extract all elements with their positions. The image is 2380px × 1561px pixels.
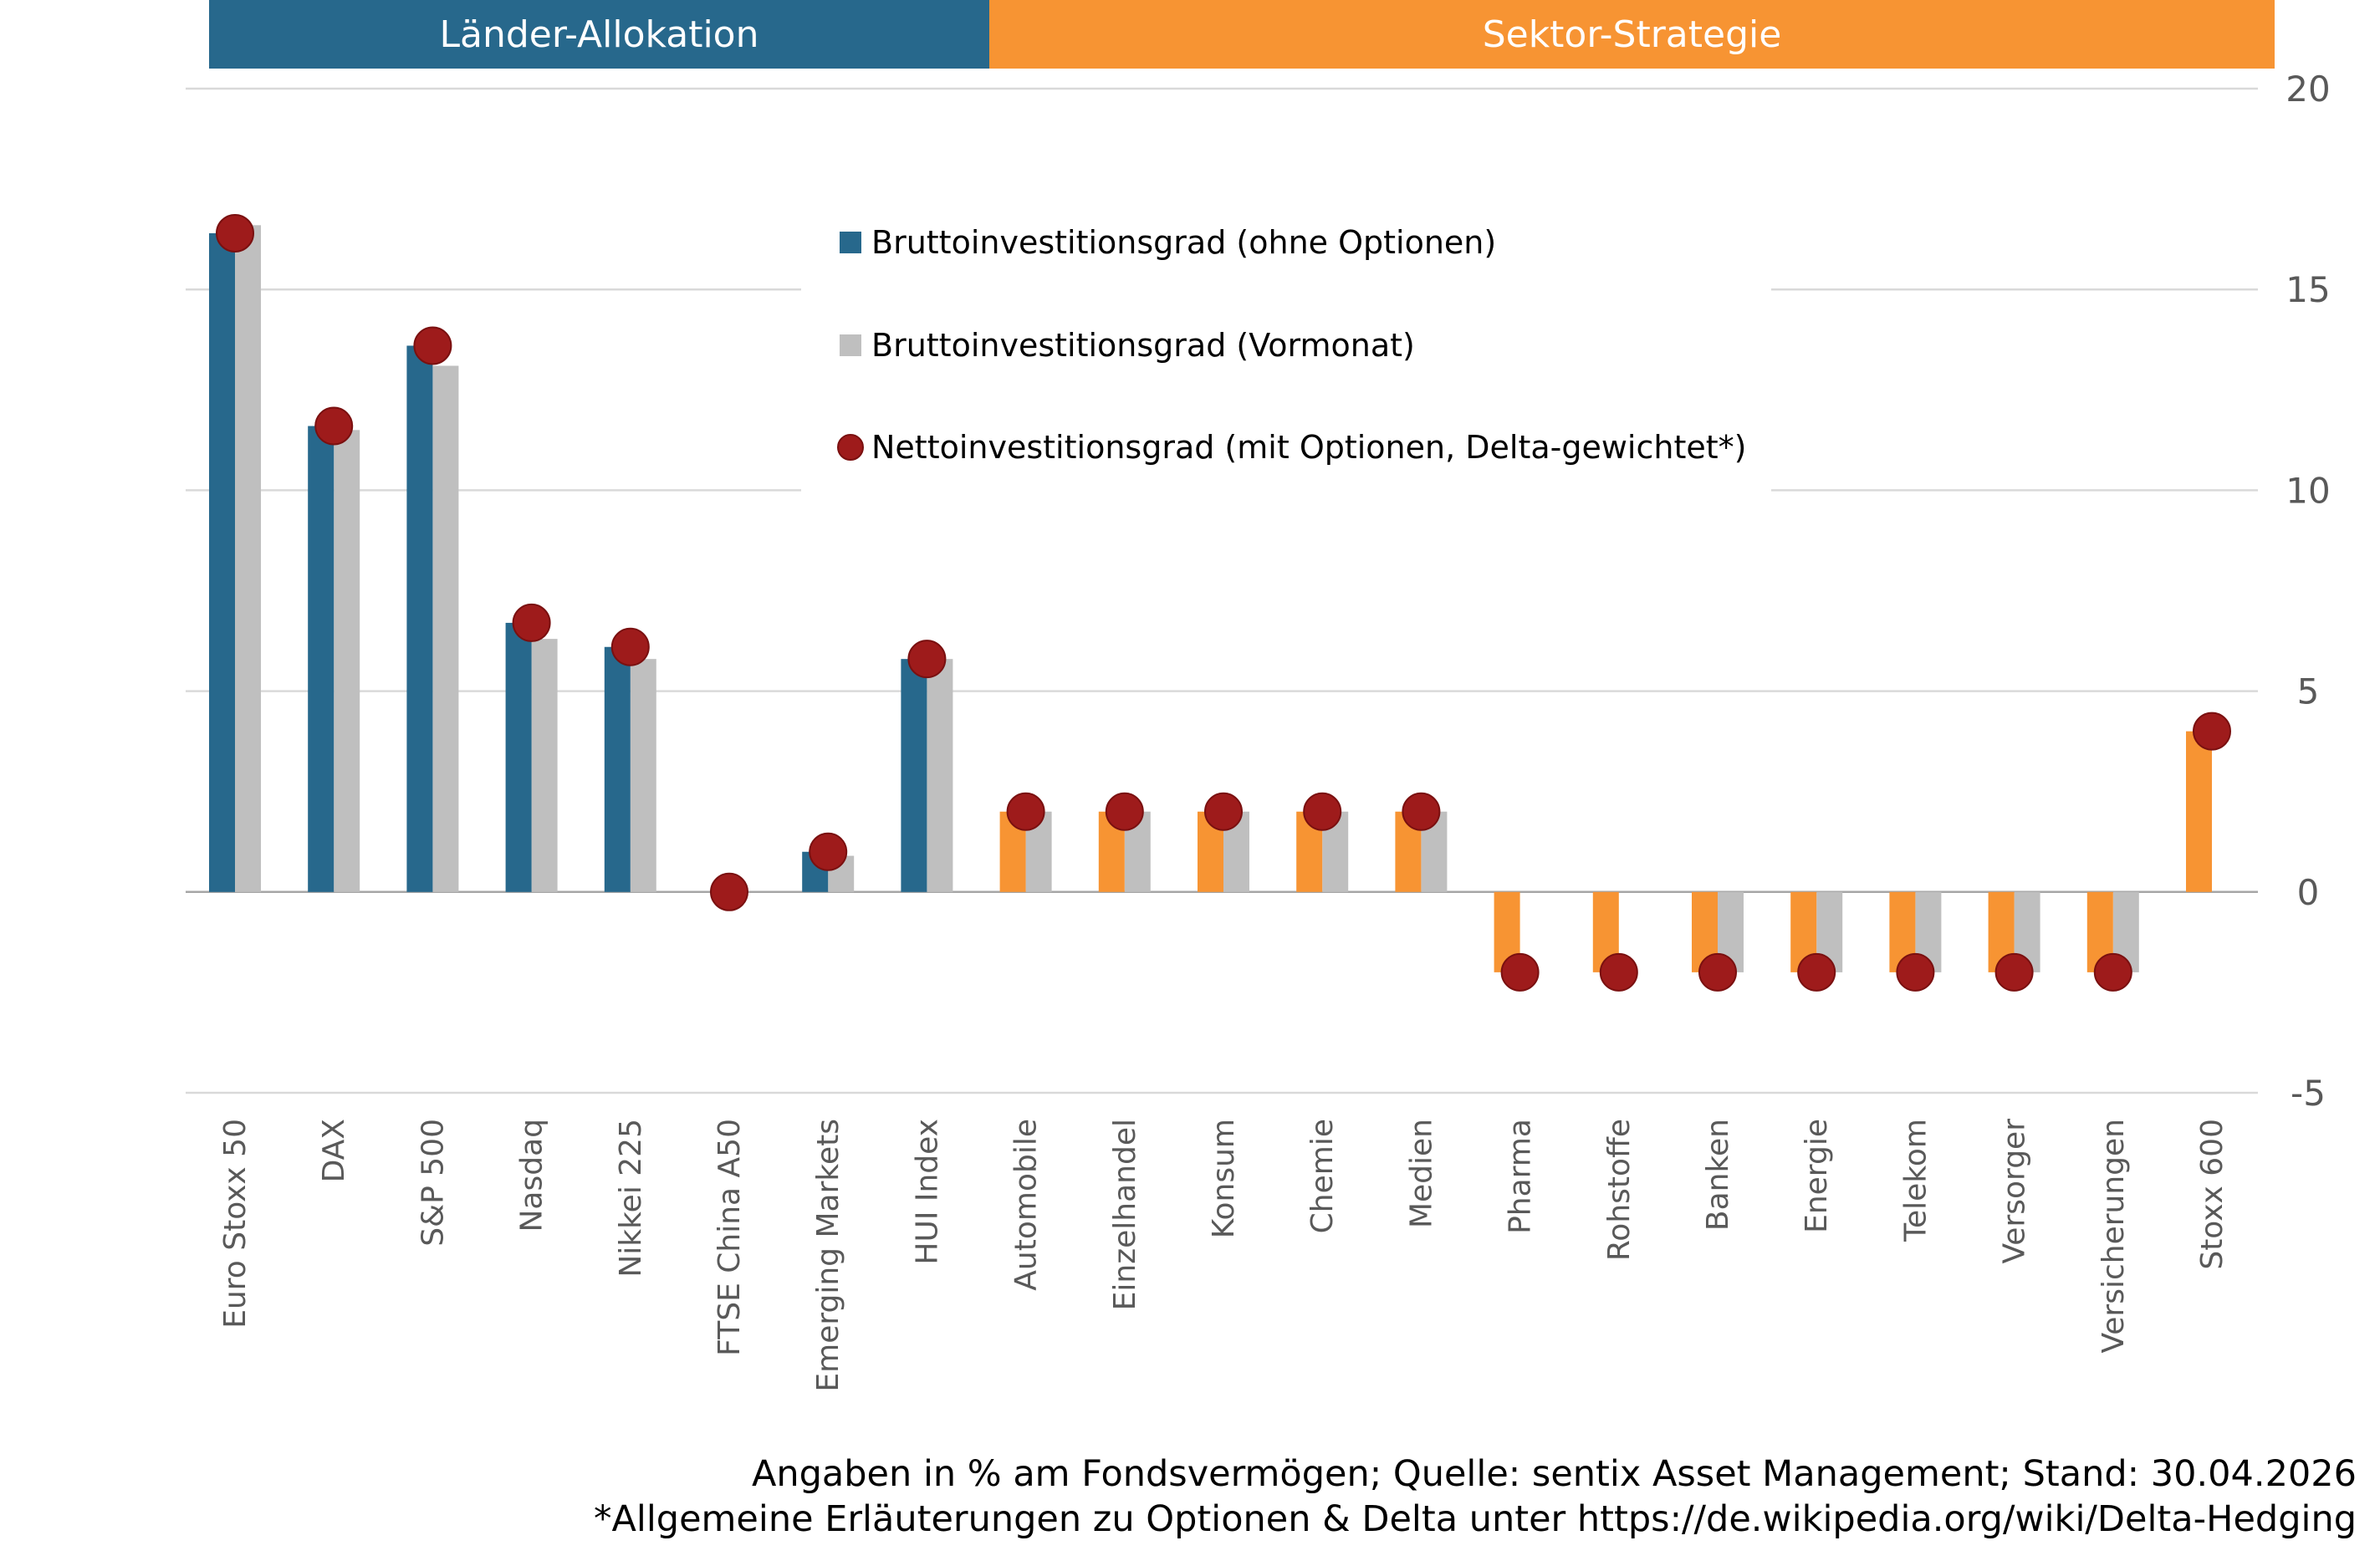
legend-swatch-nettoinvestitionsgrad-mit-optionen-delta-gewichtet bbox=[837, 434, 864, 461]
x-tick-label-dax: DAX bbox=[317, 1119, 351, 1182]
dot-netto-s-p-500 bbox=[413, 326, 452, 365]
x-tick-label-rohstoffe: Rohstoffe bbox=[1602, 1119, 1637, 1261]
legend-swatch-bruttoinvestitionsgrad-vormonat bbox=[840, 334, 861, 356]
bar-aktuell-s-p-500 bbox=[406, 345, 433, 892]
dot-netto-nasdaq bbox=[512, 603, 551, 642]
x-tick-label-konsum: Konsum bbox=[1207, 1119, 1241, 1238]
dot-netto-euro-stoxx-50 bbox=[216, 213, 254, 253]
x-tick-label-energie: Energie bbox=[1800, 1119, 1834, 1233]
dot-netto-energie bbox=[1797, 952, 1836, 992]
bar-vormonat-s-p-500 bbox=[432, 365, 459, 892]
bar-vormonat-euro-stoxx-50 bbox=[235, 225, 261, 892]
dot-netto-einzelhandel bbox=[1105, 792, 1144, 831]
dot-netto-telekom bbox=[1896, 952, 1935, 992]
dot-netto-versorger bbox=[1994, 952, 2034, 992]
x-tick-label-euro-stoxx-50: Euro Stoxx 50 bbox=[218, 1119, 253, 1329]
legend-label-nettoinvestitionsgrad-mit-optionen-delta-gewichtet: Nettoinvestitionsgrad (mit Optionen, Del… bbox=[871, 429, 1746, 466]
bar-aktuell-dax bbox=[308, 426, 335, 892]
dot-netto-hui-index bbox=[907, 640, 947, 679]
footnote-delta: *Allgemeine Erläuterungen zu Optionen & … bbox=[593, 1498, 2357, 1540]
dots bbox=[216, 213, 2231, 992]
x-tick-label-emerging-markets: Emerging Markets bbox=[811, 1119, 845, 1392]
group-band-layer: Länder-Allokation Sektor-Strategie bbox=[209, 0, 2275, 69]
x-tick-label-einzelhandel: Einzelhandel bbox=[1108, 1119, 1142, 1310]
x-tick-label-s-p-500: S&P 500 bbox=[416, 1119, 450, 1247]
dot-netto-pharma bbox=[1500, 952, 1540, 992]
x-tick-label-chemie: Chemie bbox=[1305, 1119, 1340, 1233]
group-band-label: Länder-Allokation bbox=[440, 13, 759, 56]
dot-netto-ftse-china-a50 bbox=[710, 872, 748, 911]
group-band-sektor-strategie bbox=[989, 0, 2275, 69]
x-tick-label-ftse-china-a50: FTSE China A50 bbox=[712, 1119, 747, 1356]
bar-aktuell-euro-stoxx-50 bbox=[209, 232, 235, 892]
x-tick-label-versicherungen: Versicherungen bbox=[2097, 1119, 2131, 1354]
y-tick-label: 5 bbox=[2297, 671, 2320, 712]
bar-aktuell-hui-index bbox=[901, 659, 927, 892]
dot-netto-rohstoffe bbox=[1599, 952, 1638, 992]
x-tick-label-telekom: Telekom bbox=[1898, 1119, 1933, 1242]
x-tick-label-versorger: Versorger bbox=[1998, 1119, 2032, 1264]
legend-background bbox=[801, 209, 1771, 493]
y-tick-label: 10 bbox=[2286, 470, 2330, 511]
x-tick-label-nasdaq: Nasdaq bbox=[515, 1119, 549, 1232]
bar-aktuell-nikkei-225 bbox=[604, 646, 631, 892]
bar-vormonat-dax bbox=[334, 430, 360, 892]
dot-netto-medien bbox=[1402, 792, 1441, 831]
bar-aktuell-nasdaq bbox=[505, 622, 532, 892]
dot-netto-dax bbox=[314, 406, 354, 446]
x-tick-label-nikkei-225: Nikkei 225 bbox=[614, 1119, 648, 1278]
dot-netto-emerging-markets bbox=[809, 832, 848, 871]
footnote-source: Angaben in % am Fondsvermögen; Quelle: s… bbox=[751, 1453, 2357, 1495]
y-tick-label: -5 bbox=[2291, 1073, 2326, 1114]
y-tick-label: 20 bbox=[2286, 69, 2330, 110]
x-tick-label-hui-index: HUI Index bbox=[910, 1119, 944, 1265]
legend-label-bruttoinvestitionsgrad-ohne-optionen: Bruttoinvestitionsgrad (ohne Optionen) bbox=[871, 224, 1496, 261]
group-band-label: Sektor-Strategie bbox=[1483, 13, 1782, 56]
dot-netto-chemie bbox=[1303, 792, 1342, 831]
legend-swatch-bruttoinvestitionsgrad-ohne-optionen bbox=[840, 232, 861, 253]
y-tick-label: 15 bbox=[2286, 269, 2330, 310]
bar-vormonat-hui-index bbox=[927, 659, 953, 892]
legend-label-bruttoinvestitionsgrad-vormonat: Bruttoinvestitionsgrad (Vormonat) bbox=[871, 327, 1415, 364]
dot-netto-versicherungen bbox=[2093, 952, 2132, 992]
x-tick-label-pharma: Pharma bbox=[1504, 1119, 1538, 1234]
dot-netto-nikkei-225 bbox=[610, 627, 650, 666]
x-tick-label-stoxx-600: Stoxx 600 bbox=[2195, 1119, 2229, 1270]
y-axis-ticks: 20 15 10 5 0 -5 bbox=[2286, 69, 2330, 1114]
x-tick-label-automobile: Automobile bbox=[1009, 1119, 1044, 1291]
bar-vormonat-nasdaq bbox=[531, 639, 558, 892]
dot-netto-automobile bbox=[1006, 792, 1045, 831]
dot-netto-stoxx-600 bbox=[2193, 712, 2231, 751]
bars bbox=[209, 225, 2212, 972]
bar-aktuell-stoxx-600 bbox=[2186, 731, 2212, 892]
dot-netto-konsum bbox=[1204, 792, 1243, 831]
x-tick-label-banken: Banken bbox=[1701, 1119, 1735, 1231]
dot-netto-banken bbox=[1698, 952, 1737, 992]
bar-vormonat-nikkei-225 bbox=[630, 659, 656, 892]
x-tick-label-medien: Medien bbox=[1404, 1119, 1438, 1228]
x-axis-ticks: Euro Stoxx 50 DAX S&P 500 Nasdaq Nikkei 225 F… bbox=[218, 1119, 2229, 1392]
group-band-l-nder-allokation bbox=[209, 0, 989, 69]
legend: Bruttoinvestitionsgrad (ohne Optionen) Br… bbox=[801, 209, 1771, 493]
y-tick-label: 0 bbox=[2297, 872, 2320, 913]
